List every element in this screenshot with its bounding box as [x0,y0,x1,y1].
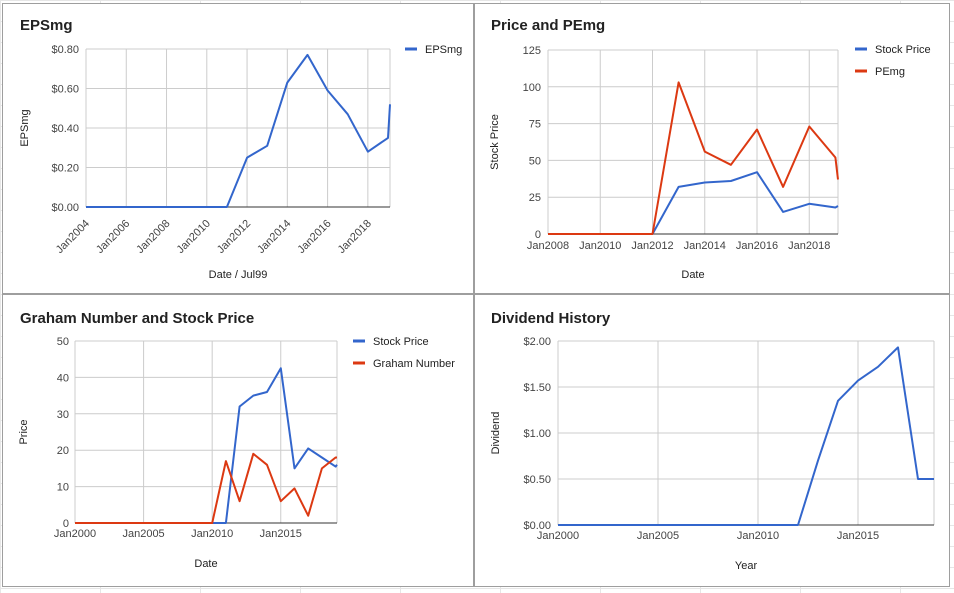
x-tick-label: Jan2018 [788,240,830,252]
x-tick-label: Jan2018 [336,218,374,256]
x-tick-label: Jan2014 [255,218,293,256]
chart-title: EPSmg [20,17,73,34]
y-tick-label: $0.50 [523,474,551,486]
price-pemg-chart-panel: Price and PEmg 0 25 50 75 100 125 Jan2008 Jan201… [474,3,950,294]
x-tick-label: Jan2015 [260,528,302,540]
y-axis-title: Price [18,419,30,444]
y-tick-label: $0.40 [51,123,79,135]
x-tick-label: Jan2006 [94,218,132,256]
y-tick-label: 0 [535,229,541,241]
legend-label-graham-number: Graham Number [373,358,455,370]
y-axis-title: EPSmg [19,109,31,146]
price-pemg-chart-svg: Price and PEmg 0 25 50 75 100 125 Jan2008 Jan201… [489,17,931,281]
x-tick-label: Jan2015 [837,530,879,542]
y-tick-label: $1.00 [523,428,551,440]
y-axis-title: Stock Price [489,114,501,170]
y-tick-label: 40 [57,372,69,384]
series-line-epsmg [86,53,391,208]
x-tick-label: Jan2010 [175,218,213,256]
chart-title: Dividend History [491,310,611,327]
y-tick-label: $0.60 [51,84,79,96]
x-tick-label: Jan2005 [122,528,164,540]
y-tick-label: 125 [523,45,541,57]
y-tick-label: $1.50 [523,382,551,394]
x-tick-label: Jan2008 [527,240,569,252]
series-line-stock-price [548,171,839,235]
y-tick-label: 50 [529,155,541,167]
series-line-0 [558,346,934,526]
dividend-chart-svg: Dividend History $0.00 $0.50 $1.00 $1.50 $2.0… [490,310,935,572]
legend-label-stock-price: Stock Price [373,336,429,348]
y-tick-label: $0.00 [523,520,551,532]
y-tick-label: 100 [523,82,541,94]
x-tick-label: Jan2004 [54,218,92,256]
y-tick-label: $0.80 [51,44,79,56]
chart-title: Price and PEmg [491,17,605,34]
x-tick-label: Jan2010 [737,530,779,542]
legend-label-stock-price: Stock Price [875,44,931,56]
x-tick-label: Jan2016 [736,240,778,252]
graham-chart-svg: Graham Number and Stock Price 0 10 20 30 40 50… [18,310,455,570]
x-axis-title: Date [681,269,704,281]
y-tick-label: 30 [57,409,69,421]
x-tick-label: Jan2005 [637,530,679,542]
y-tick-label: 50 [57,336,69,348]
chart-title: Graham Number and Stock Price [20,310,254,327]
y-axis-title: Dividend [490,412,502,455]
epsmg-chart-panel: EPSmg $0.00 $0.20 $0.40 $0.60 $0.80 Jan2004 Jan… [2,3,474,294]
x-axis-title: Date / Jul99 [209,269,268,281]
y-tick-label: $0.00 [51,202,79,214]
y-tick-label: $2.00 [523,336,551,348]
y-tick-label: 10 [57,482,69,494]
x-tick-label: Jan2014 [684,240,726,252]
graham-number-chart-panel: Graham Number and Stock Price 0 10 20 30 40 50… [2,294,474,587]
x-tick-label: Jan2010 [579,240,621,252]
x-tick-label: Jan2016 [295,218,333,256]
legend-label-pemg: PEmg [875,66,905,78]
x-tick-label: Jan2012 [215,218,253,256]
legend-label-epsmg: EPSmg [425,44,462,56]
series-line-pemg [548,81,839,235]
dividend-history-chart-panel: Dividend History $0.00 $0.50 $1.00 $1.50 $2.0… [474,294,950,587]
x-tick-label: Jan2000 [537,530,579,542]
x-tick-label: Jan2010 [191,528,233,540]
y-tick-label: 75 [529,119,541,131]
y-tick-label: 20 [57,445,69,457]
series-line-graham-number [75,452,337,524]
x-tick-label: Jan2008 [134,218,172,256]
x-axis-title: Date [194,558,217,570]
y-tick-label: 25 [529,192,541,204]
y-tick-label: $0.20 [51,163,79,175]
x-axis-title: Year [735,560,758,572]
x-tick-label: Jan2012 [631,240,673,252]
y-tick-label: 0 [63,518,69,530]
series-line-stock-price [75,367,338,524]
x-tick-label: Jan2000 [54,528,96,540]
